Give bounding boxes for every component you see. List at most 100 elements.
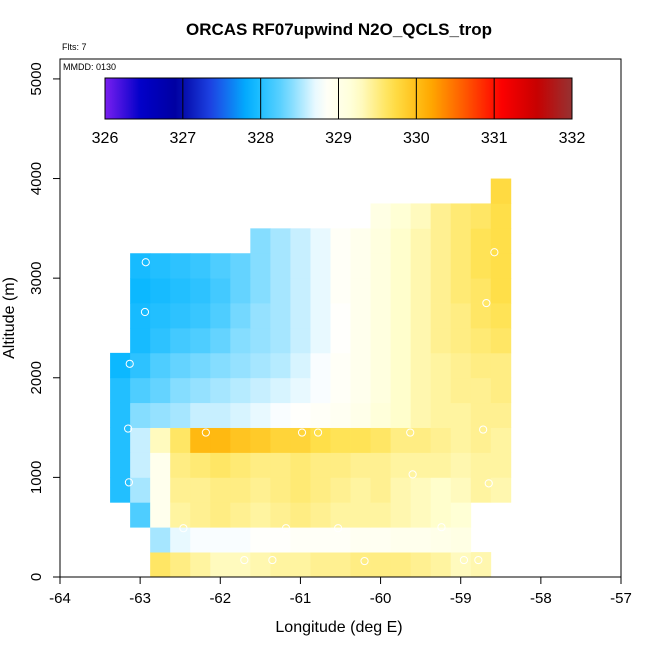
colorbar-tick-label: 331 — [481, 130, 508, 147]
heatmap-cell — [350, 477, 371, 503]
sample-point — [141, 258, 150, 267]
heatmap-cell — [470, 452, 492, 478]
heatmap-cell — [330, 377, 351, 404]
heatmap-cell — [350, 502, 371, 528]
heatmap-cell — [490, 377, 512, 404]
heatmap-cell — [210, 527, 231, 553]
heatmap-cell — [350, 303, 371, 329]
heatmap-cell — [250, 327, 271, 354]
heatmap-cell — [270, 452, 291, 478]
colorbar-ticks: 326 327 328 329 330 331 332 — [92, 78, 585, 147]
heatmap-cell — [250, 303, 271, 329]
heatmap-cell — [270, 327, 291, 354]
heatmap-cell — [470, 352, 492, 379]
heatmap-cell — [490, 327, 512, 354]
y-tick-label: 0 — [28, 573, 45, 581]
heatmap-cell — [150, 527, 171, 553]
heatmap-cell — [130, 452, 151, 478]
heatmap-cell — [150, 253, 171, 279]
heatmap-cell — [150, 552, 171, 578]
heatmap-cell — [330, 477, 351, 503]
heatmap-cell — [330, 452, 351, 478]
heatmap-cell — [290, 477, 311, 503]
heatmap-cell — [450, 303, 472, 329]
heatmap-cell — [430, 502, 452, 528]
heatmap-cell — [130, 502, 151, 528]
sample-point — [437, 523, 446, 532]
heatmap-cell — [290, 502, 311, 528]
heatmap-cell — [370, 452, 391, 478]
colorbar: 326 327 328 329 330 331 332 — [92, 77, 585, 147]
heatmap-cell — [290, 452, 311, 478]
heatmap-cell — [450, 552, 472, 578]
heatmap-cell — [110, 352, 131, 379]
heatmap-cell — [430, 352, 452, 379]
heatmap-cell — [170, 552, 191, 578]
heatmap-cell — [170, 352, 191, 379]
heatmap-cell — [270, 278, 291, 304]
heatmap-cell — [170, 427, 191, 453]
heatmap-cell — [310, 303, 331, 329]
sample-point — [136, 533, 145, 542]
sample-point — [474, 555, 483, 565]
flights-label: Flts: 7 — [62, 42, 87, 52]
heatmap-cell — [350, 427, 371, 453]
heatmap-cell — [430, 253, 452, 279]
heatmap-cell — [150, 502, 171, 528]
y-tick-label: 5000 — [28, 62, 45, 95]
heatmap-cell — [470, 552, 492, 578]
heatmap-cell — [450, 203, 472, 229]
flight-points — [124, 248, 499, 566]
sample-point — [459, 555, 469, 565]
heatmap-cell — [310, 253, 331, 279]
heatmap-cell — [490, 253, 512, 279]
heatmap-cell — [490, 352, 512, 379]
heatmap-cell — [310, 278, 331, 304]
sample-point — [484, 479, 493, 488]
sample-point — [406, 428, 415, 437]
sample-point — [281, 524, 291, 533]
heatmap-cell — [310, 327, 331, 354]
heatmap-cell — [430, 527, 452, 553]
heatmap-cell — [190, 502, 211, 528]
heatmap-cell — [450, 377, 472, 404]
heatmap-cell — [410, 377, 432, 404]
sample-point — [313, 428, 323, 437]
heatmap-cell — [310, 502, 331, 528]
heatmap-cell — [370, 352, 391, 379]
heatmap-cell — [370, 253, 391, 279]
heatmap-cell — [170, 327, 191, 354]
heatmap-cell — [350, 452, 371, 478]
x-tick-label: -60 — [370, 590, 392, 607]
heatmap-cell — [310, 527, 331, 553]
heatmap-cell — [350, 527, 371, 553]
heatmap-cell — [470, 228, 492, 254]
heatmap-cell — [290, 527, 311, 553]
heatmap-cell — [290, 253, 311, 279]
heatmap-cell — [190, 327, 211, 354]
heatmap-cell — [390, 228, 412, 254]
heatmap-cell — [470, 377, 492, 404]
heatmap-cell — [210, 303, 231, 329]
x-tick-label: -62 — [209, 590, 231, 607]
plot-frame — [59, 58, 622, 578]
heatmap-cell — [230, 402, 251, 428]
heatmap-cell — [250, 278, 271, 304]
heatmap-cell — [330, 552, 351, 578]
heatmap-cell — [170, 303, 191, 329]
heatmap-cell — [450, 502, 472, 528]
heatmap-cell — [270, 552, 291, 578]
heatmap-cell — [350, 278, 371, 304]
heatmap-cell — [450, 452, 472, 478]
heatmap-cell — [450, 228, 472, 254]
heatmap-cell — [270, 477, 291, 503]
x-tick-label: -64 — [49, 590, 71, 607]
heatmap-cell — [370, 552, 391, 578]
heatmap-cell — [110, 377, 131, 404]
heatmap-cell — [390, 477, 412, 503]
heatmap-cell — [270, 402, 291, 428]
colorbar-tick-label: 326 — [92, 130, 119, 147]
heatmap-cell — [330, 502, 351, 528]
heatmap-cell — [170, 452, 191, 478]
x-tick-label: -59 — [450, 590, 472, 607]
